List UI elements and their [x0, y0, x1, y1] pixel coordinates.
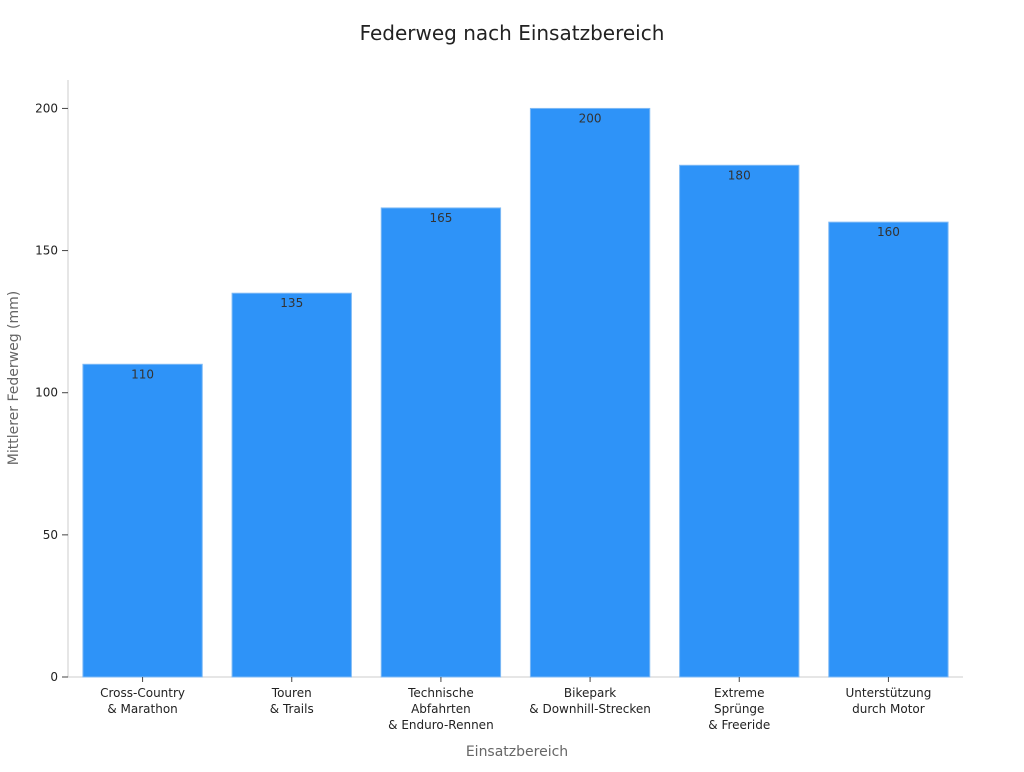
bar: [231, 292, 352, 678]
x-tick-label: Touren & Trails: [270, 686, 314, 716]
y-tick-label: 200: [35, 101, 58, 115]
y-tick-label: 0: [50, 670, 58, 684]
x-tick-label: Unterstützung durch Motor: [846, 686, 932, 716]
y-tick-label: 100: [35, 386, 58, 400]
data-label: 180: [728, 168, 751, 182]
bar: [82, 363, 203, 678]
bar: [529, 107, 651, 678]
x-axis-label: Einsatzbereich: [466, 744, 568, 760]
x-tick-label: Cross-Country & Marathon: [100, 686, 185, 716]
x-tick-label: Technische Abfahrten & Enduro-Rennen: [388, 686, 494, 732]
data-label: 160: [877, 225, 900, 239]
bar: [380, 207, 502, 678]
data-label: 135: [280, 296, 303, 310]
x-tick-label: Extreme Sprünge & Freeride: [708, 686, 770, 732]
data-label: 165: [429, 211, 452, 225]
y-tick-label: 50: [43, 528, 58, 542]
data-label: 110: [131, 367, 154, 381]
x-tick-label: Bikepark & Downhill-Strecken: [529, 686, 651, 716]
y-axis-label: Mittlerer Federweg (mm): [6, 291, 22, 465]
bar: [679, 164, 800, 678]
data-label: 200: [579, 111, 602, 125]
chart-title: Federweg nach Einsatzbereich: [360, 21, 665, 45]
y-tick-label: 150: [35, 244, 58, 258]
bar: [828, 221, 949, 678]
